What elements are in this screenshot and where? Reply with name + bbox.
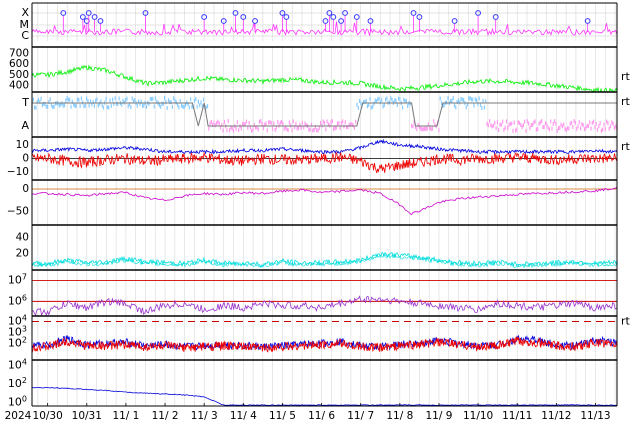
y-tick-label: 700 <box>9 47 29 59</box>
x-tick-label: 10/31 <box>72 410 102 422</box>
flare-marker <box>83 18 90 24</box>
x-tick-label: 11/ 9 <box>425 410 452 422</box>
y-tick-label: −50 <box>7 206 29 218</box>
flare-marker <box>330 14 337 20</box>
flare-marker <box>97 18 104 24</box>
hi-energy-line <box>31 387 618 406</box>
rt-marker: rt <box>621 95 631 108</box>
flare-marker <box>338 18 345 24</box>
flare-marker <box>492 14 499 20</box>
x-tick-label: 11/ 7 <box>347 410 374 422</box>
rt-marker: rt <box>621 140 631 153</box>
x-tick-label: 11/ 3 <box>191 410 218 422</box>
y-tick-label: 20 <box>16 248 29 260</box>
y-tick-label: 0 <box>22 153 29 165</box>
y-tick-label: C <box>21 29 29 42</box>
y-tick-label: −10 <box>7 166 29 178</box>
flare-marker <box>79 14 86 20</box>
flare-marker <box>279 10 286 16</box>
x-tick-label: 11/ 2 <box>152 410 179 422</box>
flare-marker <box>326 10 333 16</box>
x-tick-label: 11/ 8 <box>386 410 413 422</box>
flare-marker <box>451 18 458 24</box>
y-tick-label: 106 <box>8 293 27 308</box>
x-tick-label: 11/ 5 <box>269 410 296 422</box>
y-tick-label: 107 <box>8 272 27 287</box>
x-tick-label: 11/ 4 <box>230 410 257 422</box>
flare-marker <box>240 14 247 20</box>
xray-flux-line <box>31 21 618 37</box>
flare-marker <box>91 14 98 20</box>
x-tick-label: 11/10 <box>463 410 493 422</box>
electron-line <box>31 295 617 317</box>
y-tick-label: 10 <box>16 139 29 151</box>
dst-line <box>31 186 618 216</box>
y-tick-label: 500 <box>9 69 29 81</box>
flare-marker <box>252 18 258 24</box>
rt-marker: rt <box>621 315 631 328</box>
flare-marker <box>416 14 423 20</box>
flare-marker <box>367 18 374 24</box>
flare-marker <box>85 10 92 16</box>
kp-line-2 <box>31 253 618 269</box>
flare-marker <box>322 18 329 24</box>
y-tick-label: T <box>21 96 29 109</box>
x-tick-label: 11/ 1 <box>112 410 139 422</box>
flare-marker <box>201 14 208 20</box>
y-tick-label: X <box>21 6 29 19</box>
y-tick-label: 600 <box>9 58 29 70</box>
y-tick-label: 104 <box>8 313 27 328</box>
flare-marker <box>353 14 360 20</box>
flare-marker <box>232 10 239 16</box>
flare-marker <box>410 10 417 16</box>
y-tick-label: A <box>21 119 29 132</box>
x-tick-label: 10/30 <box>33 410 63 422</box>
year-label: 2024 <box>5 410 32 422</box>
y-tick-label: 0 <box>22 183 29 195</box>
kp-line <box>31 251 618 268</box>
proton-line-red <box>31 336 617 353</box>
y-tick-label: 40 <box>16 231 29 243</box>
y-tick-label: M <box>20 18 30 31</box>
y-tick-label: 400 <box>9 80 29 92</box>
flare-marker <box>475 10 481 16</box>
y-tick-label: 103 <box>8 324 27 339</box>
x-tick-label: 11/12 <box>541 410 571 422</box>
y-tick-label: 104 <box>8 357 27 372</box>
flare-marker <box>584 18 591 24</box>
rt-marker: rt <box>621 70 631 83</box>
x-tick-label: 11/11 <box>502 410 532 422</box>
flare-marker <box>342 10 348 16</box>
bt-line <box>31 138 618 155</box>
flare-marker <box>220 18 227 24</box>
sector-trace <box>32 102 617 127</box>
flare-marker <box>142 10 149 16</box>
y-tick-label: 102 <box>8 335 27 350</box>
x-tick-label: 11/ 6 <box>308 410 335 422</box>
flare-marker <box>60 10 67 16</box>
y-tick-label: 102 <box>8 375 27 390</box>
y-tick-label: 100 <box>8 394 27 409</box>
x-tick-label: 11/13 <box>580 410 610 422</box>
flare-marker <box>283 14 290 20</box>
bz-line <box>31 151 618 174</box>
speed-line <box>31 64 618 93</box>
